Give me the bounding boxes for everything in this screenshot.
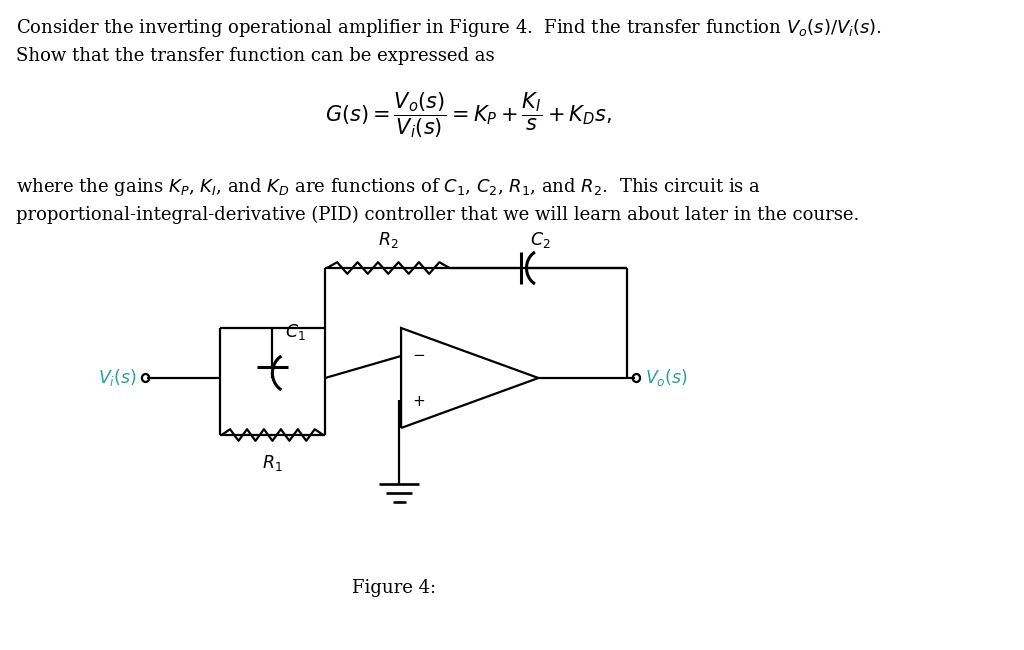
Text: $+$: $+$ — [412, 393, 425, 408]
Text: $V_o(s)$: $V_o(s)$ — [645, 367, 687, 389]
Text: where the gains $K_P$, $K_I$, and $K_D$ are functions of $C_1$, $C_2$, $R_1$, an: where the gains $K_P$, $K_I$, and $K_D$ … — [16, 176, 762, 198]
Text: proportional-integral-derivative (PID) controller that we will learn about later: proportional-integral-derivative (PID) c… — [16, 206, 860, 224]
Text: $C_1$: $C_1$ — [285, 322, 306, 342]
Text: Consider the inverting operational amplifier in Figure 4.  Find the transfer fun: Consider the inverting operational ampli… — [16, 17, 883, 39]
Text: Figure 4:: Figure 4: — [351, 579, 436, 597]
Text: $G(s) = \dfrac{V_o(s)}{V_i(s)} = K_P + \dfrac{K_I}{s} + K_D s,$: $G(s) = \dfrac{V_o(s)}{V_i(s)} = K_P + \… — [326, 90, 612, 140]
Text: $V_i(s)$: $V_i(s)$ — [98, 367, 137, 389]
Text: $-$: $-$ — [412, 346, 425, 361]
Text: $R_1$: $R_1$ — [262, 453, 283, 473]
Text: Show that the transfer function can be expressed as: Show that the transfer function can be e… — [16, 47, 496, 65]
Text: $R_2$: $R_2$ — [378, 230, 398, 250]
Text: $C_2$: $C_2$ — [530, 230, 551, 250]
